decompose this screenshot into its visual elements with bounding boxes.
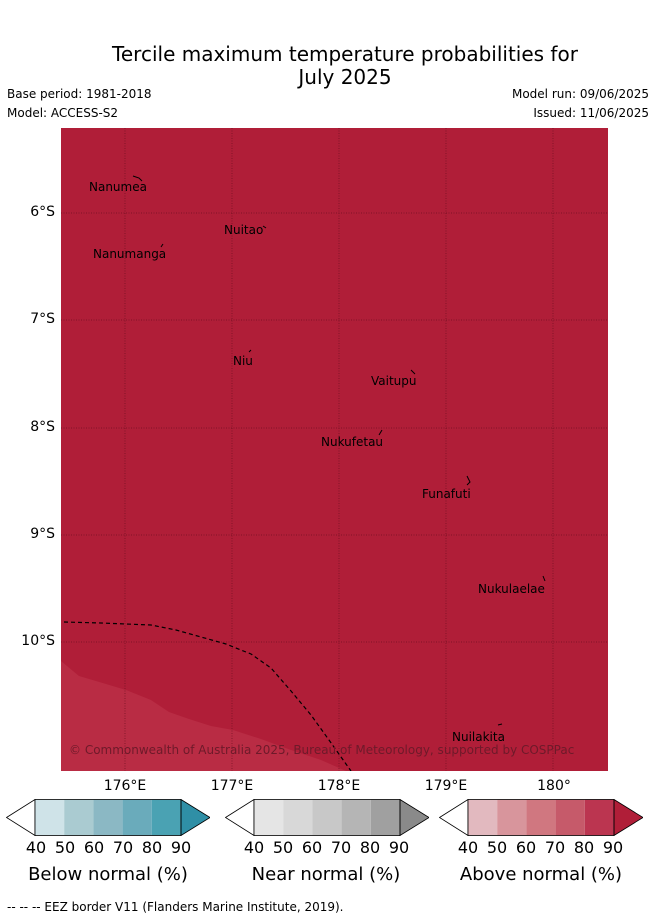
colorbar-2-max-triangle: [613, 798, 644, 837]
colorbar-0-box-2: [93, 799, 123, 836]
island-shape-nanumanga: [160, 243, 164, 248]
map-title-line1: Tercile maximum temperature probabilitie…: [112, 42, 578, 66]
lon-label-177e: 177°E: [210, 778, 254, 794]
island-shape-nuilakita: [497, 723, 503, 726]
cbar0-tick-60: 60: [83, 838, 105, 857]
colorbar-1-box-3: [341, 799, 371, 836]
model-run: Model run: 09/06/2025: [511, 87, 649, 101]
lon-label-180: 180°: [537, 778, 571, 794]
issued-date: Issued: 11/06/2025: [533, 106, 649, 120]
cbar1-tick-50: 50: [272, 838, 294, 857]
island-label-nukufetau: Nukufetau: [321, 435, 384, 449]
cbar0-tick-80: 80: [141, 838, 163, 857]
island-outlines: [132, 175, 546, 726]
colorbar-2-box-0: [468, 799, 498, 836]
lon-label-179e: 179°E: [424, 778, 468, 794]
colorbar-0-frame: [34, 799, 182, 836]
lat-label-10s: 10°S: [21, 633, 55, 649]
colorbar-2-min-triangle: [438, 798, 469, 837]
colorbar-1-box-2: [312, 799, 342, 836]
island-shape-nanumea: [132, 175, 143, 182]
island-label-nuilakita: Nuilakita: [452, 730, 505, 744]
lon-label-178e: 178°E: [317, 778, 361, 794]
cbar1-tick-40: 40: [243, 838, 265, 857]
island-label-nanumanga: Nanumanga: [93, 247, 167, 261]
colorbar-near-label: Near normal (%): [251, 864, 401, 885]
lat-label-9s: 9°S: [30, 526, 55, 542]
colorbar-0-box-3: [122, 799, 152, 836]
island-label-niu: Niu: [233, 354, 253, 368]
colorbar-0-min-triangle: [5, 798, 36, 837]
colorbar-1-min-triangle: [224, 798, 255, 837]
lat-label-6s: 6°S: [30, 204, 55, 220]
cbar2-tick-50: 50: [486, 838, 508, 857]
cbar2-tick-60: 60: [515, 838, 537, 857]
lat-label-8s: 8°S: [30, 419, 55, 435]
island-shape-funafuti: [466, 475, 471, 486]
island-label-nuitao: Nuitao: [224, 223, 264, 237]
cbar0-tick-90: 90: [170, 838, 192, 857]
colorbar-2-box-1: [497, 799, 527, 836]
colorbar-near-normal: [224, 798, 430, 837]
cbar2-tick-40: 40: [457, 838, 479, 857]
cbar0-tick-70: 70: [112, 838, 134, 857]
colorbar-0-box-0: [35, 799, 65, 836]
cbar0-tick-50: 50: [54, 838, 76, 857]
colorbar-1-box-1: [283, 799, 313, 836]
colorbar-0-box-1: [64, 799, 94, 836]
cbar2-tick-70: 70: [544, 838, 566, 857]
cbar1-tick-70: 70: [330, 838, 352, 857]
colorbar-below-label: Below normal (%): [28, 864, 188, 885]
island-label-nukulaelae: Nukulaelae: [478, 582, 545, 596]
island-shape-nukufetau: [378, 429, 383, 436]
model-name: Model: ACCESS-S2: [7, 106, 119, 120]
colorbar-1-box-4: [370, 799, 400, 836]
cbar2-tick-90: 90: [602, 838, 624, 857]
colorbar-2-box-2: [526, 799, 556, 836]
graticule: [61, 128, 608, 771]
copyright-notice: © Commonwealth of Australia 2025, Bureau…: [69, 743, 575, 757]
island-label-nanumea: Nanumea: [89, 180, 147, 194]
colorbar-1-frame: [253, 799, 401, 836]
lon-label-176e: 176°E: [103, 778, 147, 794]
colorbar-0-box-4: [151, 799, 181, 836]
colorbar-0-max-triangle: [180, 798, 211, 837]
colorbar-2-box-3: [555, 799, 585, 836]
colorbar-below-normal: [5, 798, 211, 837]
colorbar-above-normal-graphic: [438, 798, 644, 837]
cbar0-tick-40: 40: [25, 838, 47, 857]
cbar2-tick-80: 80: [573, 838, 595, 857]
lat-label-7s: 7°S: [30, 311, 55, 327]
cbar1-tick-90: 90: [388, 838, 410, 857]
island-label-funafuti: Funafuti: [422, 487, 471, 501]
colorbar-near-normal-graphic: [224, 798, 430, 837]
eez-border: [63, 621, 352, 771]
probability-map: Nanumea Nuitao Nanumanga Niu Vaitupu Nuk…: [61, 128, 608, 771]
cbar1-tick-80: 80: [359, 838, 381, 857]
island-label-vaitupu: Vaitupu: [371, 374, 417, 388]
base-period: Base period: 1981-2018: [7, 87, 152, 101]
island-shape-nukulaelae: [542, 575, 546, 582]
colorbar-2-box-4: [584, 799, 614, 836]
colorbar-1-box-0: [254, 799, 284, 836]
colorbar-2-frame: [467, 799, 615, 836]
island-shape-vaitupu: [410, 369, 416, 375]
eez-border-note: -- -- -- EEZ border V11 (Flanders Marine…: [7, 900, 344, 914]
cbar1-tick-60: 60: [301, 838, 323, 857]
colorbar-below-normal-graphic: [5, 798, 211, 837]
map-graphics: [61, 128, 608, 771]
colorbar-above-label: Above normal (%): [459, 864, 623, 885]
island-shape-nuitao: [262, 225, 267, 229]
map-title-line2: July 2025: [298, 65, 392, 89]
colorbar-1-max-triangle: [399, 798, 430, 837]
lower-probability-region: [61, 661, 346, 771]
colorbar-above-normal: [438, 798, 644, 837]
island-shape-niu: [248, 349, 252, 353]
